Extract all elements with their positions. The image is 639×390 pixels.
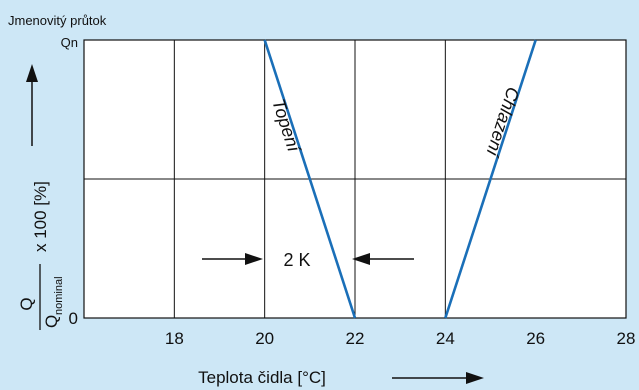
tick-labels: 18 20 22 24 26 28 0 Qn bbox=[61, 35, 636, 348]
grid-lines bbox=[84, 40, 626, 318]
x-tick-label: 28 bbox=[617, 329, 636, 348]
annotation-2k: 2 K bbox=[202, 250, 414, 270]
series-line-1 bbox=[444, 39, 537, 319]
data-series bbox=[263, 39, 537, 319]
annotation-right-arrowhead bbox=[352, 253, 370, 265]
x-tick-label: 18 bbox=[165, 329, 184, 348]
y-tick-label: Qn bbox=[61, 35, 78, 50]
series-line-0 bbox=[263, 39, 357, 319]
annotation-label: 2 K bbox=[283, 250, 310, 270]
x-axis-label: Teplota čidla [°C] bbox=[198, 368, 326, 387]
chart-title: Jmenovitý průtok bbox=[8, 13, 107, 28]
x-tick-label: 26 bbox=[526, 329, 545, 348]
y-axis-arrow bbox=[26, 64, 38, 146]
x-tick-label: 22 bbox=[346, 329, 365, 348]
y-label-numerator: Q bbox=[17, 297, 36, 310]
x-tick-label: 24 bbox=[436, 329, 455, 348]
x-tick-label: 20 bbox=[255, 329, 274, 348]
annotation-left-arrowhead bbox=[245, 253, 263, 265]
y-axis-label: Q Q nominal x 100 [%] bbox=[17, 181, 65, 330]
y-label-suffix: x 100 [%] bbox=[31, 181, 50, 252]
y-label-denominator: Q bbox=[42, 315, 61, 328]
y-label-denominator-sub: nominal bbox=[53, 276, 65, 315]
y-tick-label: 0 bbox=[69, 309, 78, 328]
x-axis-arrow bbox=[392, 372, 484, 384]
